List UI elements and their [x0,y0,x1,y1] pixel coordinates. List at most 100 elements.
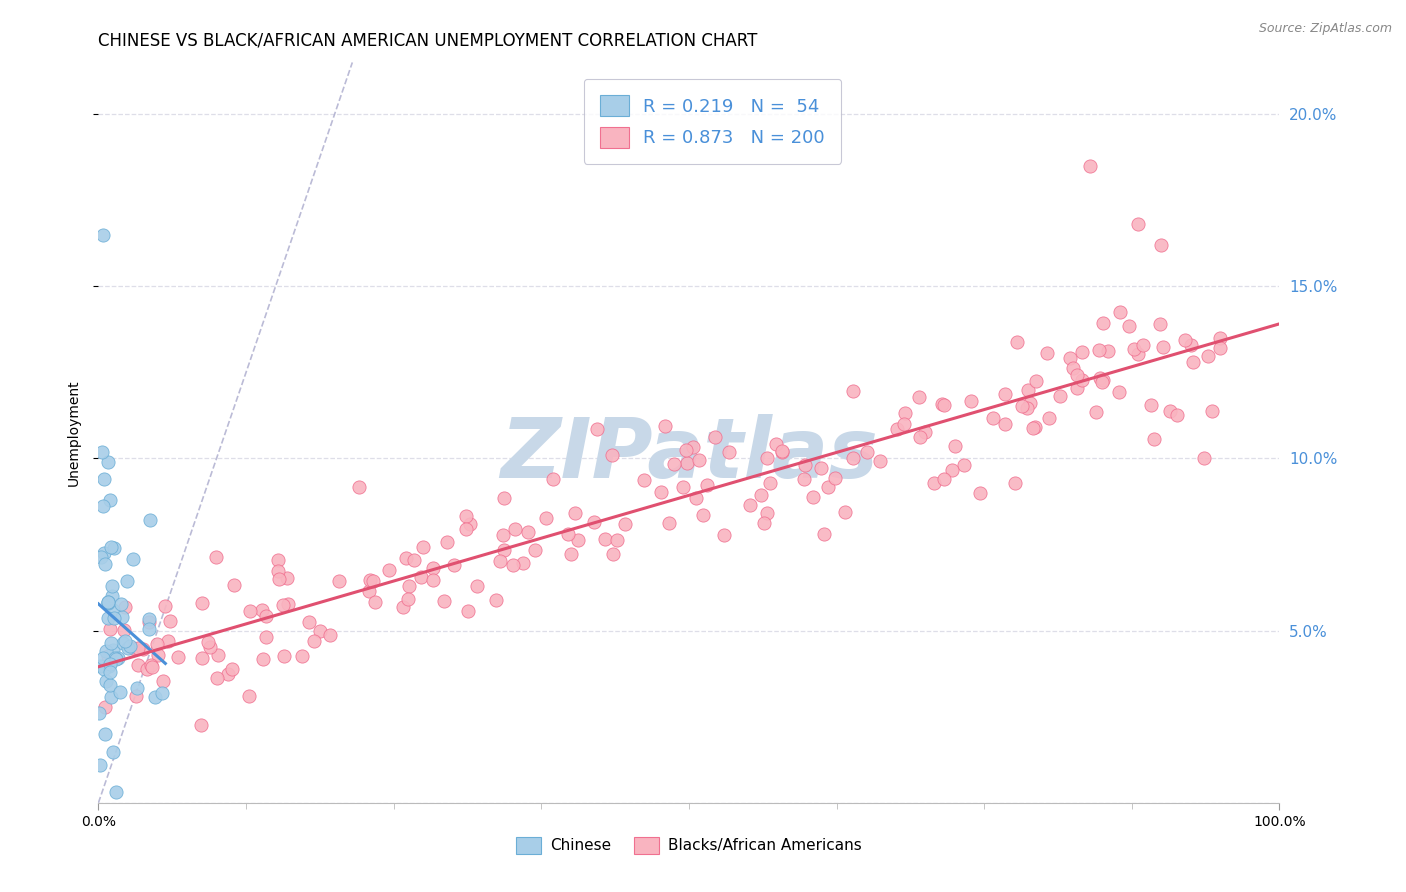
Point [97,455,120,469]
Point [91,227,114,242]
Point [494,491,516,505]
Point [664,457,686,471]
Point [682,441,704,455]
Point [1150,238,1173,252]
Point [1126,347,1149,361]
Text: ZIPatlas: ZIPatlas [501,414,877,495]
Point [276,571,298,585]
Point [254,630,277,644]
Point [1011,399,1033,413]
Point [672,480,695,494]
Point [557,527,579,541]
Point [114,599,136,614]
Point [810,461,832,475]
Point [960,394,983,409]
Point [135,662,157,676]
Point [1038,410,1060,425]
Point [409,570,432,584]
Point [932,398,955,412]
Point [1024,419,1046,434]
Point [1088,371,1111,385]
Point [541,472,564,486]
Point [770,443,793,458]
Point [1088,343,1111,357]
Point [98,657,121,671]
Point [842,451,865,466]
Point [922,476,945,491]
Point [1080,159,1102,173]
Point [516,524,538,539]
Point [1049,388,1071,402]
Point [121,641,143,656]
Point [492,527,515,541]
Point [658,516,681,530]
Point [273,649,295,664]
Point [271,598,294,612]
Point [167,649,190,664]
Point [141,657,163,672]
Point [87,706,110,720]
Point [1108,384,1130,399]
Point [125,689,148,703]
Point [1019,396,1042,410]
Point [143,690,166,704]
Point [93,472,115,486]
Point [793,473,815,487]
Point [114,623,136,637]
Point [108,685,131,699]
Point [465,579,488,593]
Point [146,648,169,662]
Point [97,659,120,673]
Point [91,499,114,513]
Point [1197,349,1219,363]
Legend: Chinese, Blacks/African Americans: Chinese, Blacks/African Americans [509,829,869,862]
Text: Source: ZipAtlas.com: Source: ZipAtlas.com [1258,22,1392,36]
Point [704,430,727,444]
Point [834,505,856,519]
Point [1025,374,1047,388]
Point [115,574,138,589]
Point [105,651,128,665]
Point [114,633,136,648]
Point [101,745,124,759]
Point [277,597,299,611]
Point [105,785,128,799]
Point [910,429,932,443]
Point [101,590,124,604]
Point [205,550,228,565]
Point [103,611,125,625]
Point [364,595,387,609]
Point [1109,305,1132,319]
Point [1140,398,1163,412]
Point [953,458,976,472]
Point [1192,451,1215,466]
Point [96,673,118,688]
Point [238,689,260,703]
Point [593,532,616,546]
Point [994,417,1017,432]
Point [155,599,177,614]
Point [94,727,117,741]
Point [150,686,173,700]
Point [138,615,160,630]
Point [127,681,149,695]
Point [602,547,624,561]
Point [298,615,321,629]
Point [159,614,181,628]
Point [118,640,141,654]
Point [749,488,772,502]
Point [793,458,815,473]
Point [138,612,160,626]
Point [100,541,122,555]
Point [363,574,385,588]
Point [1209,331,1232,345]
Point [93,545,115,559]
Point [436,534,458,549]
Point [485,592,508,607]
Point [309,624,332,638]
Point [101,603,124,617]
Point [1070,373,1092,387]
Point [107,651,129,665]
Point [1092,374,1115,388]
Point [502,558,524,572]
